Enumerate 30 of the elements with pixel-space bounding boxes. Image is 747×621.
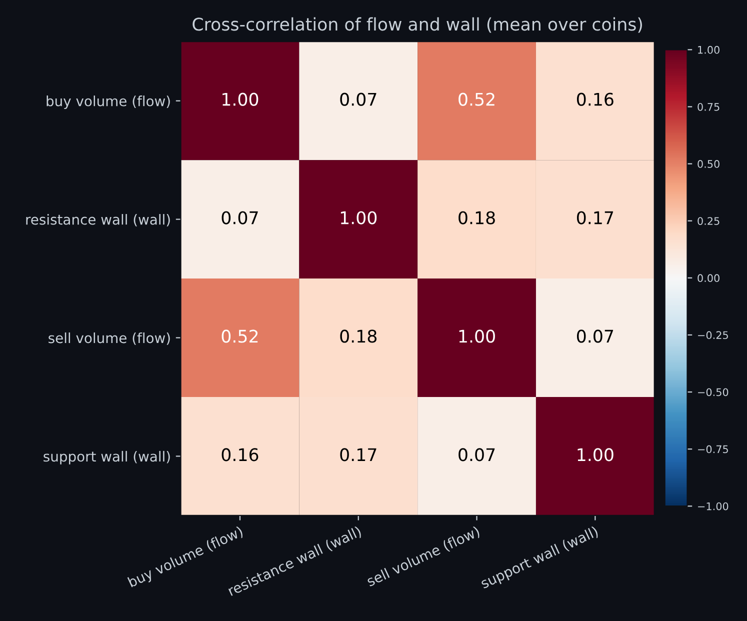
data-label: 0.17 xyxy=(340,448,376,462)
color-bar-label: −0.75 xyxy=(698,445,728,454)
data-label: 0.07 xyxy=(458,448,495,462)
data-label: 0.52 xyxy=(458,92,494,106)
data-label: 0.07 xyxy=(576,330,614,343)
color-bar-label: −0.25 xyxy=(698,331,728,340)
data-label: 0.52 xyxy=(222,330,258,343)
data-label: 1.00 xyxy=(340,211,377,224)
y-tick-label: support wall (wall) xyxy=(44,450,170,464)
chart-title: Cross-correlation of flow and wall (mean over coins) xyxy=(192,17,642,33)
data-label: 0.18 xyxy=(458,211,495,224)
data-label: 1.00 xyxy=(222,92,258,106)
data-label: 1.00 xyxy=(578,448,614,462)
y-tick-label: sell volume (flow) xyxy=(48,332,170,345)
data-label: 0.17 xyxy=(576,211,614,224)
color-bar-label: −0.50 xyxy=(698,388,728,396)
y-tick-label: buy volume (flow) xyxy=(46,96,170,109)
data-label: 0.16 xyxy=(576,92,614,106)
y-tick-label: resistance wall (wall) xyxy=(26,214,170,226)
color-bar-label: 1.00 xyxy=(698,46,720,54)
data-label: 0.07 xyxy=(222,211,258,224)
data-label: 1.00 xyxy=(459,330,495,343)
color-bar-label: 0.50 xyxy=(698,160,720,168)
color-bar-label: 0.75 xyxy=(698,102,720,111)
color-bar-label: 0.25 xyxy=(698,217,720,225)
data-label: 0.07 xyxy=(340,92,376,106)
data-label: 0.18 xyxy=(340,330,377,343)
data-label: 0.16 xyxy=(222,448,258,462)
color-bar-label: 0.00 xyxy=(698,274,720,282)
color-bar-label: −1.00 xyxy=(698,502,728,510)
